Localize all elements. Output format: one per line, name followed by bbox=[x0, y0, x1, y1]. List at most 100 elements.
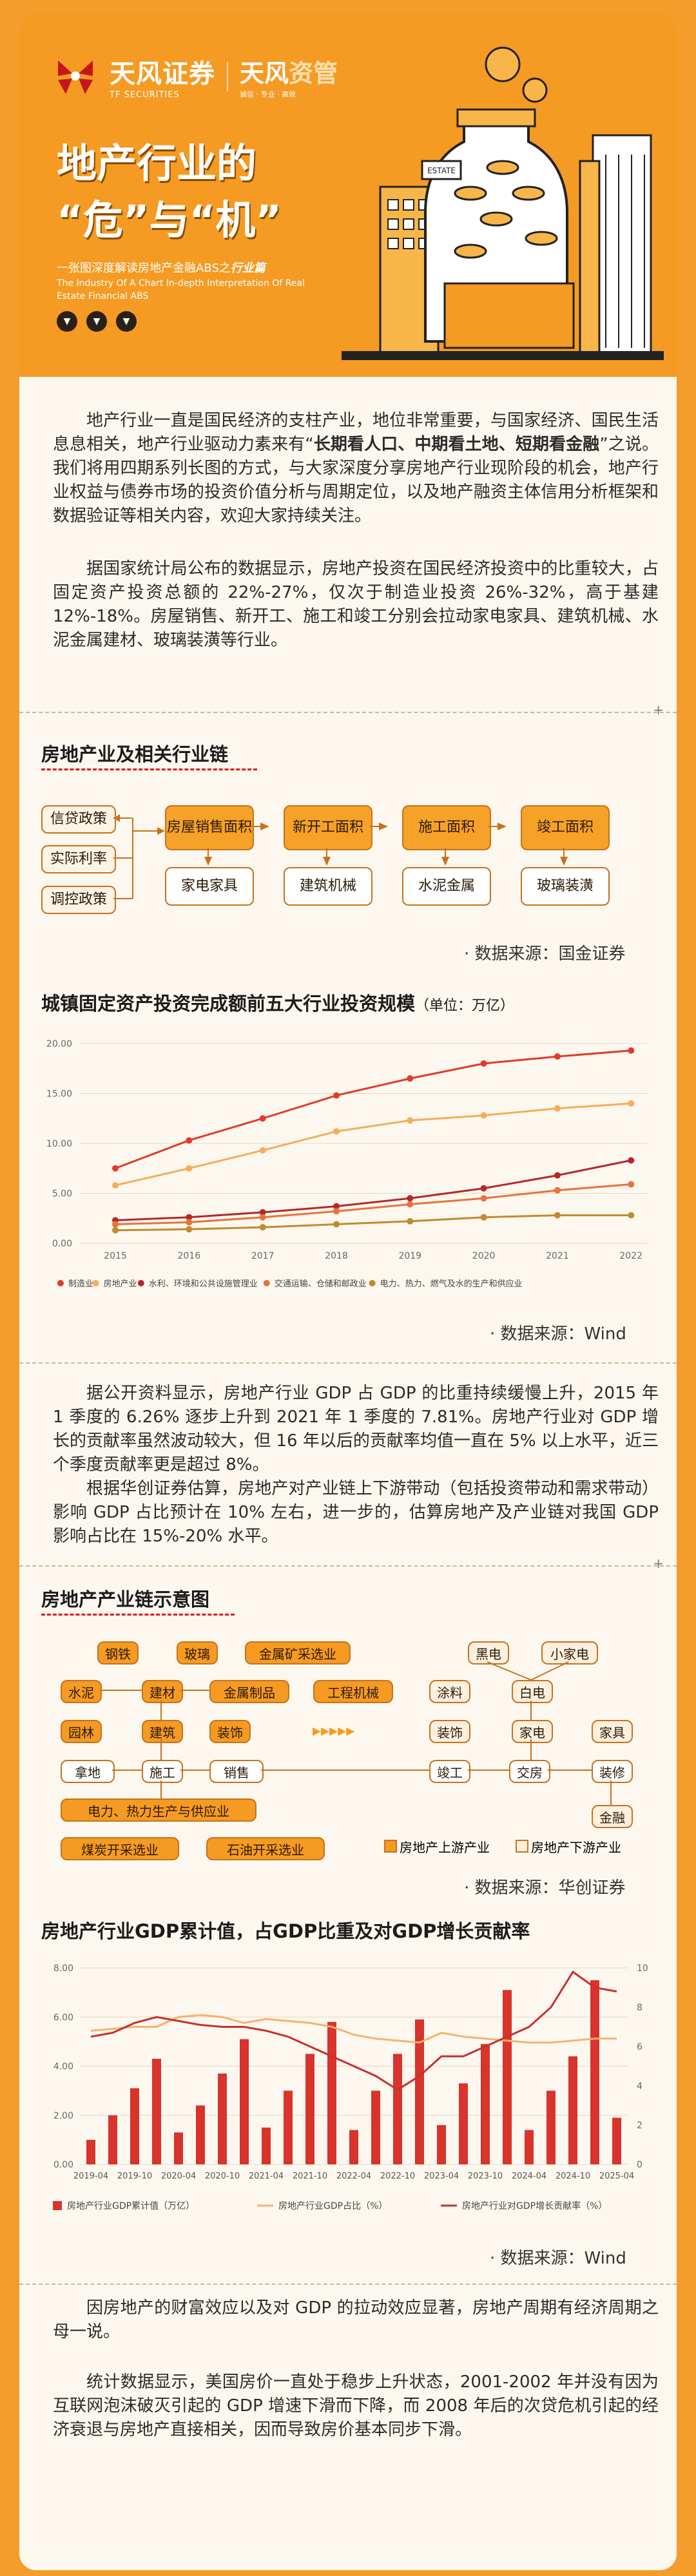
downstream-tag: 白电 bbox=[512, 1680, 553, 1703]
bar bbox=[568, 2056, 577, 2164]
data-point bbox=[407, 1117, 414, 1124]
tf-logo-icon bbox=[58, 60, 93, 94]
data-point bbox=[333, 1203, 340, 1210]
policy-box: 信贷政策 bbox=[41, 805, 116, 834]
x-tick-label: 2023-10 bbox=[468, 2171, 503, 2181]
upstream-tag: 石油开采选业 bbox=[206, 1837, 325, 1860]
bar bbox=[108, 2115, 117, 2164]
data-point bbox=[554, 1172, 561, 1179]
data-point bbox=[186, 1219, 193, 1226]
industry-box: 家电家具 bbox=[165, 867, 254, 906]
bar bbox=[612, 2117, 621, 2164]
section-title-value-chain: 房地产产业链示意图 bbox=[41, 1589, 210, 1610]
downstream-tag: 家具 bbox=[592, 1720, 633, 1743]
y-right-tick-label: 0 bbox=[637, 2160, 643, 2170]
chevron-down-icon: ▼ bbox=[116, 311, 137, 332]
logo-row: 天风证券 TF SECURITIES 天风资管 诚信 · 专业 · 高效 bbox=[53, 53, 338, 100]
y-left-tick-label: 6.00 bbox=[53, 2012, 73, 2023]
bar bbox=[196, 2105, 205, 2164]
industry-box: 建筑机械 bbox=[284, 867, 372, 906]
hero-scroll-indicators: ▼ ▼ ▼ bbox=[57, 311, 137, 332]
line-chart-investment: 0.00 5.00 10.00 15.00 20.00 2015 2016 2017 2018 2… bbox=[46, 1039, 647, 1289]
data-point bbox=[480, 1195, 487, 1202]
city-coins-illustration-icon: ESTATE bbox=[342, 46, 664, 360]
upstream-tag: 金属制品 bbox=[209, 1680, 289, 1703]
data-point bbox=[407, 1217, 414, 1225]
downstream-tag: 黑电 bbox=[468, 1641, 509, 1665]
data-point bbox=[628, 1100, 635, 1107]
legend-marker bbox=[263, 1280, 270, 1286]
x-tick-label: 2021-10 bbox=[293, 2171, 327, 2181]
data-point bbox=[480, 1060, 487, 1067]
policy-box: 实际利率 bbox=[41, 845, 116, 873]
upstream-tag: 金属矿采选业 bbox=[245, 1641, 351, 1665]
y-right-tick-label: 8 bbox=[637, 2003, 643, 2013]
data-point bbox=[112, 1165, 119, 1172]
industry-box: 玻璃装潢 bbox=[521, 867, 610, 906]
industry-box: 水泥金属 bbox=[402, 867, 491, 906]
stage-arrows bbox=[204, 823, 568, 866]
bar bbox=[546, 2090, 556, 2164]
legend-marker bbox=[369, 1280, 376, 1286]
x-tick-label: 2021 bbox=[546, 1251, 569, 1261]
gdp-paragraph-1: 据公开资料显示，房地产行业 GDP 占 GDP 的比重持续缓慢上升，2015 年… bbox=[53, 1384, 659, 1474]
downstream-tag: 金融 bbox=[592, 1805, 633, 1828]
hero-subtitle: 一张图深度解读房地产金融ABS之行业篇 bbox=[57, 262, 266, 275]
process-tag: 竣工 bbox=[429, 1760, 470, 1783]
downstream-tag: 家电 bbox=[512, 1720, 553, 1743]
y-tick-label: 20.00 bbox=[46, 1039, 72, 1049]
x-tick-label: 2018 bbox=[325, 1251, 348, 1261]
data-point bbox=[407, 1195, 414, 1202]
y-right-tick-label: 10 bbox=[637, 1963, 648, 1974]
data-source: · 数据来源：Wind bbox=[490, 1324, 626, 1344]
data-point bbox=[480, 1185, 487, 1192]
intro-paragraph-1: 地产行业一直是国民经济的支柱产业，地位非常重要，与国家经济、国民生活息息相关，地… bbox=[53, 411, 659, 526]
policy-box: 调控政策 bbox=[41, 886, 116, 914]
connector-arrows bbox=[113, 814, 165, 899]
bar bbox=[525, 2130, 534, 2164]
process-tag: 交房 bbox=[509, 1760, 550, 1783]
legend-marker bbox=[137, 1280, 144, 1286]
bar bbox=[152, 2059, 161, 2164]
bar bbox=[240, 2039, 249, 2164]
bar bbox=[327, 2021, 336, 2164]
upstream-tag: 园林 bbox=[61, 1720, 102, 1743]
legend-upstream-label: 房地产上游产业 bbox=[400, 1840, 490, 1855]
hero-subtitle-en: The Industry Of A Chart In-depth Interpr… bbox=[57, 278, 305, 301]
x-tick-label: 2024-04 bbox=[512, 2171, 546, 2181]
brand-tf-asset: 天风资管 bbox=[240, 59, 338, 88]
data-point bbox=[333, 1092, 340, 1099]
stage-box: 房屋销售面积 bbox=[165, 805, 254, 850]
data-point bbox=[628, 1181, 635, 1188]
downstream-tag: 装饰 bbox=[429, 1720, 470, 1743]
y-tick-label: 15.00 bbox=[46, 1089, 72, 1100]
gdp-paragraph-2: 根据华创证券估算，房地产对产业链上下游带动（包括投资带动和需求带动）影响 GDP… bbox=[53, 1479, 659, 1546]
upstream-tag: 建材 bbox=[142, 1680, 183, 1703]
data-point bbox=[259, 1214, 266, 1221]
x-tick-label: 2022-10 bbox=[380, 2171, 415, 2181]
legend-label: 房地产行业GDP占比（%） bbox=[278, 2201, 387, 2211]
series-line bbox=[115, 1049, 632, 1170]
chart2-title: 房地产行业GDP累计值，占GDP比重及对GDP增长贡献率 bbox=[41, 1920, 530, 1942]
logo-cn: 天风证券 bbox=[110, 59, 215, 89]
bar-chart-gdp: 0.00 2.00 4.00 6.00 8.00 0 2 4 6 8 10 2019-04 2019-1… bbox=[53, 1963, 648, 2211]
outro-paragraph-1: 因房地产的财富效应以及对 GDP 的拉动效应显著，房地产周期有经济周期之母一说。 bbox=[53, 2298, 659, 2342]
content-card: 天风证券 TF SECURITIES 天风资管 诚信 · 专业 · 高效 地产行… bbox=[19, 13, 677, 2570]
data-point bbox=[407, 1075, 414, 1082]
y-left-tick-label: 2.00 bbox=[53, 2111, 73, 2121]
x-tick-label: 2020-04 bbox=[161, 2171, 196, 2181]
svg-text:ESTATE: ESTATE bbox=[427, 166, 456, 175]
chevron-down-icon: ▼ bbox=[86, 311, 107, 332]
y-right-tick-label: 6 bbox=[637, 2042, 643, 2052]
bar bbox=[437, 2125, 446, 2164]
brand-slogan: 诚信 · 专业 · 高效 bbox=[240, 90, 296, 99]
hero-banner: 天风证券 TF SECURITIES 天风资管 诚信 · 专业 · 高效 地产行… bbox=[19, 13, 677, 377]
y-left-tick-label: 4.00 bbox=[53, 2062, 73, 2072]
intro-paragraph-2: 据国家统计局公布的数据显示，房地产投资在国民经济投资中的比重较大，占固定资产投资… bbox=[53, 559, 659, 650]
data-point bbox=[259, 1115, 266, 1122]
x-tick-label: 2017 bbox=[251, 1251, 275, 1261]
y-tick-label: 5.00 bbox=[52, 1189, 72, 1199]
process-tag: 施工 bbox=[142, 1760, 183, 1783]
x-tick-label: 2025-04 bbox=[599, 2171, 634, 2181]
value-chain-connectors bbox=[100, 1661, 612, 1805]
